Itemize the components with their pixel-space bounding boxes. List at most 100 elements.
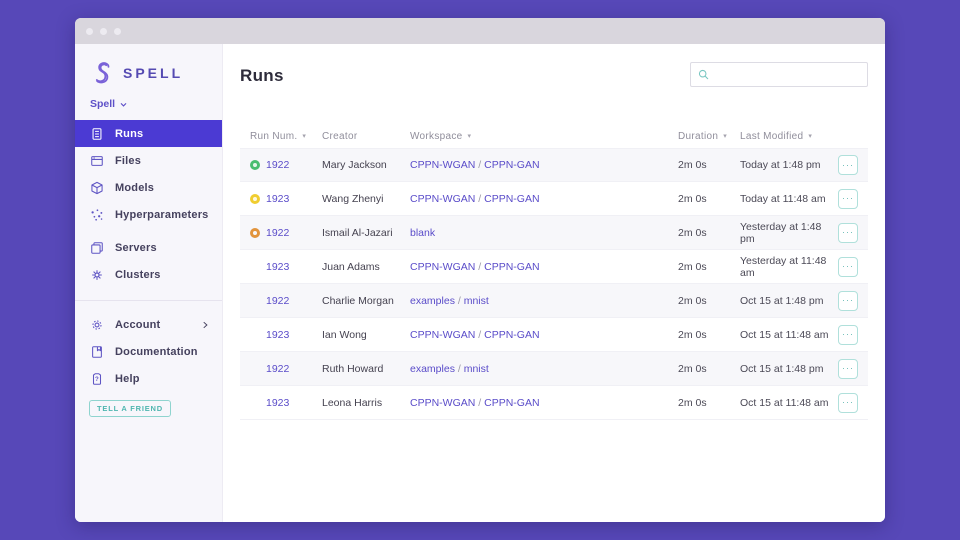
table-row[interactable]: 1923 Juan Adams CPPN-WGAN / CPPN-GAN 2m … [240, 250, 868, 284]
window-control-dot[interactable] [86, 27, 93, 35]
search-input[interactable] [715, 68, 861, 81]
sidebar-item-label: Servers [115, 241, 157, 254]
run-number-link[interactable]: 1923 [266, 396, 290, 409]
sidebar-item-documentation[interactable]: Documentation [75, 338, 222, 365]
workspace-link[interactable]: CPPN-GAN [484, 396, 540, 409]
workspace-link[interactable]: CPPN-GAN [484, 192, 540, 205]
run-number-link[interactable]: 1923 [266, 260, 290, 273]
row-actions-button[interactable]: ··· [838, 392, 858, 413]
duration-cell: 2m 0s [678, 226, 707, 239]
workspace-link[interactable]: CPPN-WGAN [410, 159, 476, 171]
table-row[interactable]: 1922 Ismail Al-Jazari blank 2m 0s Yester… [240, 216, 868, 250]
workspace-link[interactable]: CPPN-GAN [484, 260, 540, 273]
table-row[interactable]: 1922 Mary Jackson CPPN-WGAN / CPPN-GAN 2… [240, 148, 868, 182]
hyperparameters-icon [89, 208, 104, 222]
row-actions-button[interactable]: ··· [838, 324, 858, 345]
run-number-link[interactable]: 1923 [266, 192, 290, 205]
column-header-workspace[interactable]: Workspace ▾ [410, 130, 472, 142]
last-modified-cell: Yesterday at 11:48 am [740, 254, 827, 279]
sidebar-item-label: Help [115, 372, 140, 385]
sidebar-item-label: Runs [115, 127, 144, 140]
workspace-cell: examples / mnist [410, 362, 489, 375]
row-actions-button[interactable]: ··· [838, 358, 858, 379]
sidebar-item-files[interactable]: Files [75, 147, 222, 174]
workspace-cell: CPPN-WGAN / CPPN-GAN [410, 396, 540, 409]
run-number-link[interactable]: 1922 [266, 294, 290, 307]
sidebar-item-models[interactable]: Models [75, 174, 222, 201]
svg-text:?: ? [95, 376, 99, 383]
duration-cell: 2m 0s [678, 396, 707, 409]
workspace-cell: examples / mnist [410, 294, 489, 307]
tell-a-friend-button[interactable]: TELL A FRIEND [89, 400, 171, 417]
creator-cell: Ruth Howard [322, 362, 384, 375]
sort-arrow-icon: ▾ [467, 133, 472, 140]
table-row[interactable]: 1922 Charlie Morgan examples / mnist 2m … [240, 284, 868, 318]
creator-cell: Ismail Al-Jazari [322, 226, 393, 239]
workspace-link[interactable]: CPPN-WGAN [410, 260, 476, 273]
last-modified-cell: Yesterday at 1:48 pm [740, 220, 822, 245]
sidebar-item-hyperparameters[interactable]: Hyperparameters [75, 201, 222, 228]
workspace-link[interactable]: CPPN-GAN [484, 328, 540, 341]
table-row[interactable]: 1922 Ruth Howard examples / mnist 2m 0s … [240, 352, 868, 386]
run-number-link[interactable]: 1923 [266, 328, 290, 341]
search-icon [697, 68, 710, 81]
run-number-link[interactable]: 1922 [266, 226, 290, 239]
row-actions-button[interactable]: ··· [838, 188, 858, 209]
row-actions-button[interactable]: ··· [838, 155, 858, 175]
sidebar-item-label: Models [115, 181, 155, 194]
workspace-link[interactable]: CPPN-WGAN [410, 396, 476, 409]
models-icon [89, 181, 104, 195]
row-actions-button[interactable]: ··· [838, 256, 858, 277]
chevron-right-icon [200, 320, 210, 330]
workspace-link[interactable]: mnist [463, 294, 489, 307]
sort-arrow-icon: ▾ [723, 133, 728, 140]
sidebar-item-account[interactable]: Account [75, 311, 222, 338]
sidebar-item-help[interactable]: ? Help [75, 365, 222, 392]
table-row[interactable]: 1923 Wang Zhenyi CPPN-WGAN / CPPN-GAN 2m… [240, 182, 868, 216]
column-header-duration[interactable]: Duration ▾ [678, 130, 728, 142]
workspace-link[interactable]: blank [410, 226, 436, 239]
page-title: Runs [240, 66, 284, 85]
last-modified-cell: Today at 11:48 am [740, 192, 826, 205]
run-status-icon [250, 227, 260, 238]
duration-cell: 2m 0s [678, 294, 707, 307]
run-number-link[interactable]: 1922 [266, 362, 290, 375]
run-status-icon [250, 193, 260, 204]
row-actions-button[interactable]: ··· [838, 290, 858, 311]
last-modified-cell: Oct 15 at 11:48 am [740, 328, 829, 341]
window-control-dot[interactable] [100, 27, 107, 35]
table-body: 1922 Mary Jackson CPPN-WGAN / CPPN-GAN 2… [240, 148, 868, 420]
column-header-last-modified[interactable]: Last Modified ▾ [740, 130, 813, 142]
table-row[interactable]: 1923 Leona Harris CPPN-WGAN / CPPN-GAN 2… [240, 386, 868, 420]
creator-cell: Leona Harris [322, 396, 383, 409]
app-window: SPELL Spell Runs [75, 18, 885, 522]
column-header-run-num[interactable]: Run Num. ▾ [250, 130, 307, 142]
sidebar-divider [75, 300, 222, 301]
duration-cell: 2m 0s [678, 328, 707, 341]
workspace-cell: CPPN-WGAN / CPPN-GAN [410, 328, 540, 341]
org-switcher[interactable]: Spell [90, 98, 222, 110]
table-header-row: Run Num. ▾ Creator Workspace ▾ Duration ▾ L… [240, 124, 868, 148]
workspace-link[interactable]: CPPN-WGAN [410, 328, 476, 341]
sidebar-item-label: Account [115, 318, 161, 331]
run-number-link[interactable]: 1922 [266, 159, 290, 171]
window-titlebar [75, 18, 885, 44]
help-icon: ? [89, 372, 104, 386]
sort-arrow-icon: ▾ [808, 133, 813, 140]
sidebar-item-runs[interactable]: Runs [75, 120, 222, 147]
search-box[interactable] [690, 62, 868, 87]
workspace-link[interactable]: examples [410, 362, 455, 375]
creator-cell: Juan Adams [322, 260, 380, 273]
row-actions-button[interactable]: ··· [838, 222, 858, 243]
workspace-link[interactable]: mnist [463, 362, 489, 375]
duration-cell: 2m 0s [678, 260, 707, 273]
sidebar-item-clusters[interactable]: Clusters [75, 261, 222, 288]
table-row[interactable]: 1923 Ian Wong CPPN-WGAN / CPPN-GAN 2m 0s… [240, 318, 868, 352]
column-header-creator[interactable]: Creator [322, 130, 358, 142]
workspace-link[interactable]: CPPN-GAN [484, 159, 540, 171]
duration-cell: 2m 0s [678, 192, 707, 205]
sidebar-item-servers[interactable]: Servers [75, 234, 222, 261]
window-control-dot[interactable] [114, 27, 121, 35]
workspace-link[interactable]: examples [410, 294, 455, 307]
workspace-link[interactable]: CPPN-WGAN [410, 192, 476, 205]
